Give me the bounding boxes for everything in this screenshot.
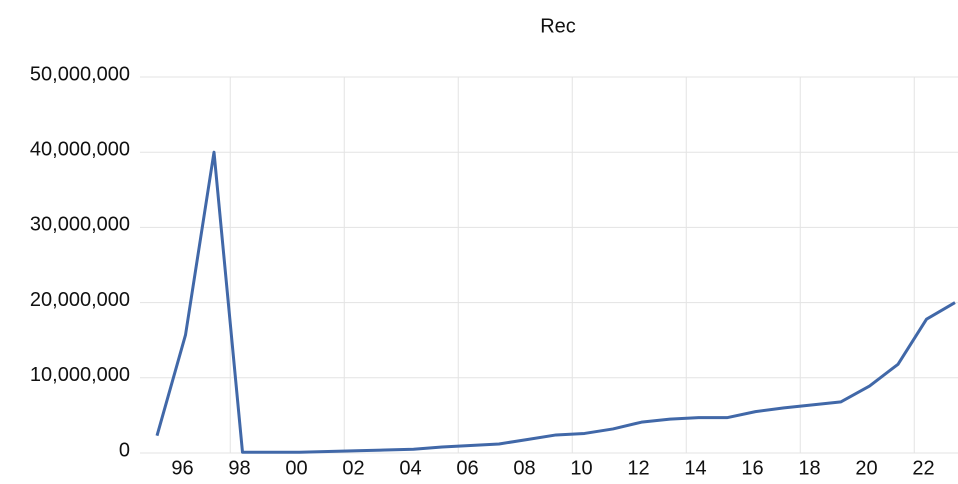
x-tick-label: 20 bbox=[855, 457, 877, 479]
x-tick-label: 04 bbox=[399, 457, 421, 479]
y-tick-label: 40,000,000 bbox=[30, 138, 130, 160]
x-tick-label: 08 bbox=[513, 457, 535, 479]
line-series bbox=[155, 150, 956, 454]
y-tick-label: 0 bbox=[119, 439, 130, 461]
x-tick-label: 02 bbox=[342, 457, 364, 479]
y-tick-label: 50,000,000 bbox=[30, 63, 130, 85]
x-tick-label: 22 bbox=[912, 457, 934, 479]
x-tick-label: 00 bbox=[285, 457, 307, 479]
x-tick-label: 18 bbox=[798, 457, 820, 479]
y-tick-label: 20,000,000 bbox=[30, 289, 130, 311]
x-tick-label: 96 bbox=[171, 457, 193, 479]
x-tick-label: 98 bbox=[228, 457, 250, 479]
x-tick-label: 16 bbox=[741, 457, 763, 479]
x-tick-label: 06 bbox=[456, 457, 478, 479]
chart-title: Rec bbox=[540, 15, 576, 37]
y-tick-label: 10,000,000 bbox=[30, 364, 130, 386]
x-tick-label: 10 bbox=[570, 457, 592, 479]
x-tick-label: 12 bbox=[627, 457, 649, 479]
y-tick-label: 30,000,000 bbox=[30, 214, 130, 236]
x-tick-label: 14 bbox=[684, 457, 706, 479]
